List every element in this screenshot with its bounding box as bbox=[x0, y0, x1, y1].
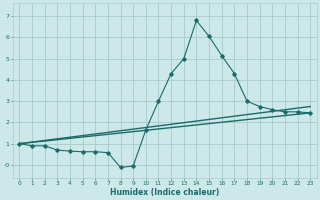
X-axis label: Humidex (Indice chaleur): Humidex (Indice chaleur) bbox=[110, 188, 220, 197]
